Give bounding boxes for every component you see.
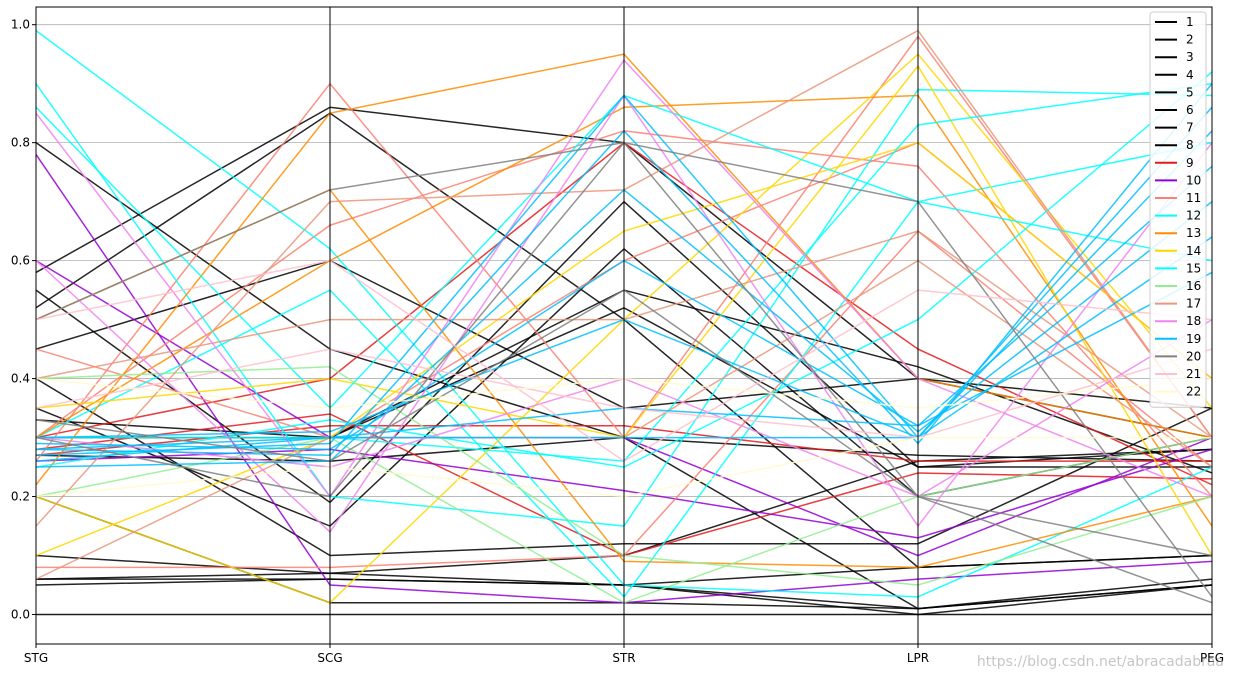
legend-label-10: 10	[1186, 173, 1201, 187]
y-tick-labels: 0.0 0.2 0.4 0.6 0.8 1.0	[11, 18, 36, 622]
legend-label-16: 16	[1186, 279, 1201, 293]
legend-label-9: 9	[1186, 156, 1194, 170]
legend-label-8: 8	[1186, 138, 1194, 152]
axis-label-str: STR	[612, 651, 635, 665]
y-tick-label: 0.6	[11, 254, 30, 268]
y-tick-label: 0.0	[11, 608, 30, 622]
legend-label-3: 3	[1186, 50, 1194, 64]
legend-label-11: 11	[1186, 191, 1201, 205]
legend-label-21: 21	[1186, 367, 1201, 381]
legend-label-19: 19	[1186, 332, 1201, 346]
y-tick-label: 0.4	[11, 372, 30, 386]
axis-labels: STG SCG STR LPR PEG	[24, 644, 1224, 665]
axis-label-peg: PEG	[1200, 651, 1224, 665]
watermark: https://blog.csdn.net/abracadabraa	[976, 654, 1224, 670]
legend-label-7: 7	[1186, 121, 1194, 135]
legend-label-12: 12	[1186, 209, 1201, 223]
legend-label-15: 15	[1186, 261, 1201, 275]
legend-label-17: 17	[1186, 297, 1201, 311]
axis-label-lpr: LPR	[907, 651, 929, 665]
legend-label-5: 5	[1186, 85, 1194, 99]
legend-label-13: 13	[1186, 226, 1201, 240]
legend-label-18: 18	[1186, 314, 1201, 328]
y-tick-label: 0.8	[11, 136, 30, 150]
legend-label-2: 2	[1186, 33, 1194, 47]
legend-label-14: 14	[1186, 244, 1201, 258]
axis-label-stg: STG	[24, 651, 48, 665]
legend-label-6: 6	[1186, 103, 1194, 117]
axis-label-scg: SCG	[317, 651, 342, 665]
y-tick-label: 1.0	[11, 18, 30, 32]
legend-label-4: 4	[1186, 68, 1194, 82]
legend-label-20: 20	[1186, 349, 1201, 363]
y-tick-label: 0.2	[11, 490, 30, 504]
legend-label-1: 1	[1186, 15, 1194, 29]
legend-label-22: 22	[1186, 385, 1201, 399]
